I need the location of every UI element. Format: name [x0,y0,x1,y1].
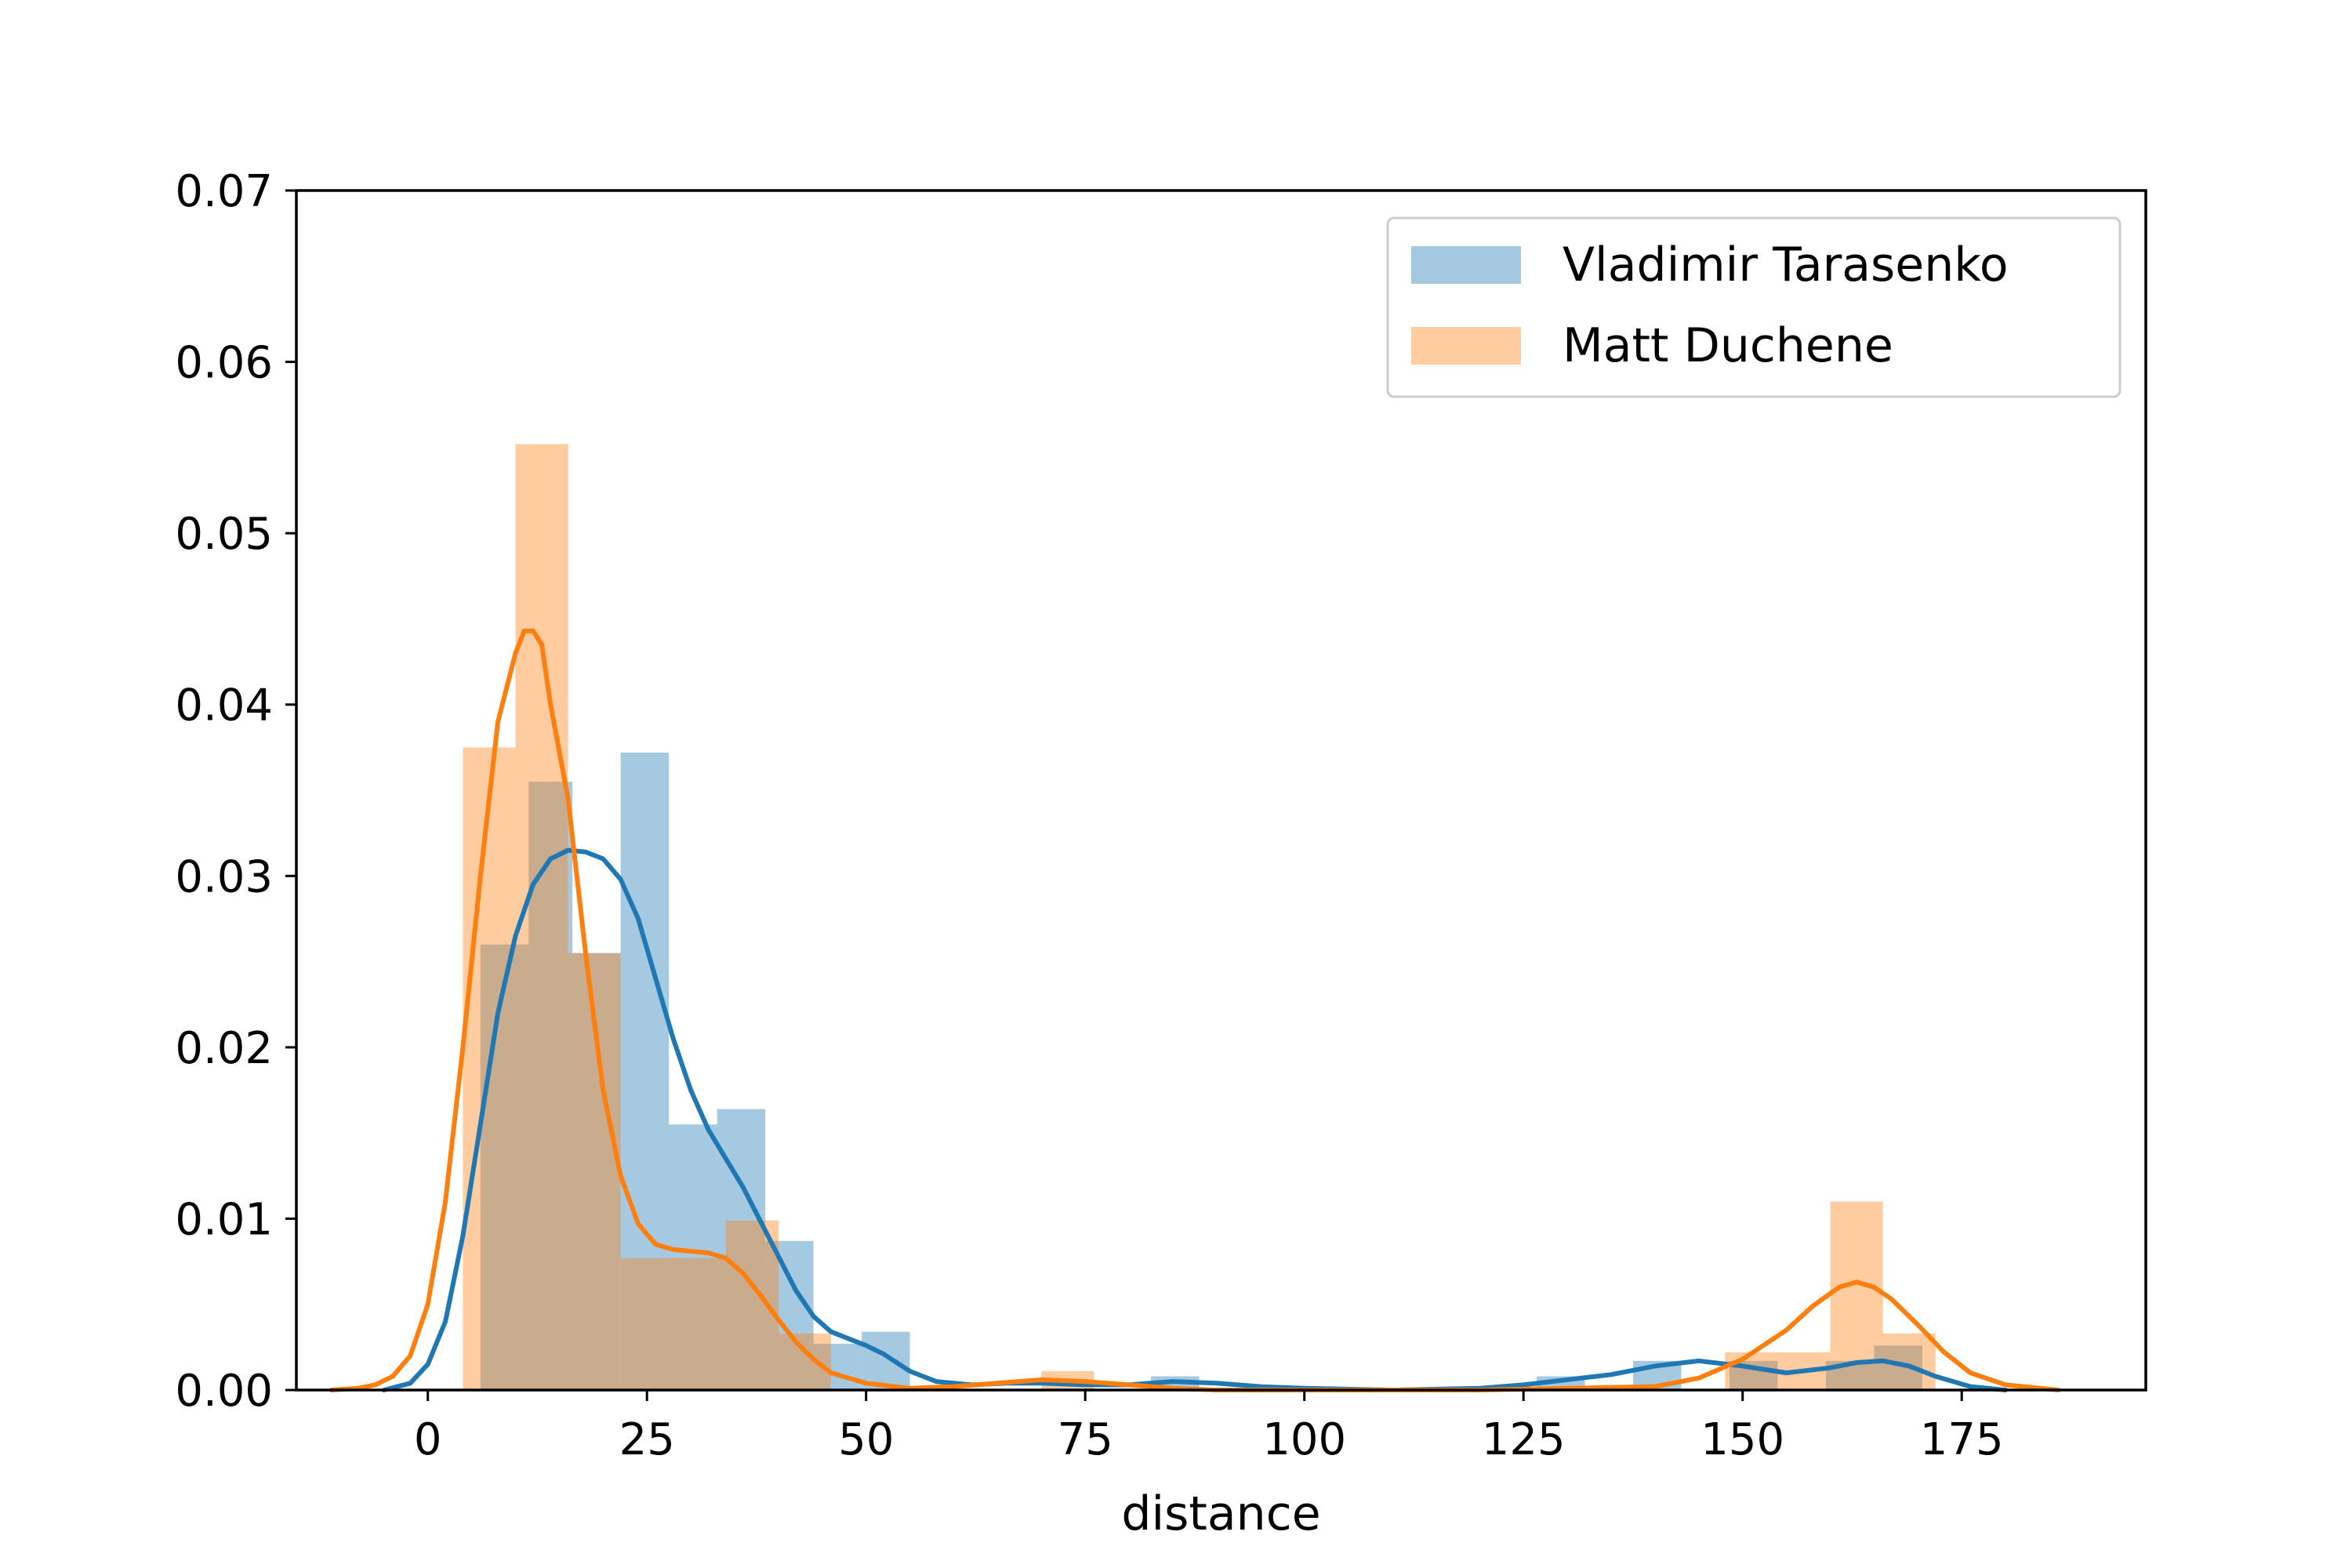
x-tick-label: 75 [1058,1414,1113,1465]
x-tick-label: 125 [1482,1414,1566,1465]
legend: Vladimir Tarasenko Matt Duchene [1386,216,2122,398]
x-tick-label: 150 [1700,1414,1784,1465]
x-tick-label: 100 [1262,1414,1346,1465]
plot-area-frame [295,189,2147,1392]
kde-line-matt-duchene [328,628,2061,1392]
y-tick-label: 0.01 [175,1194,273,1245]
x-tick-label: 25 [619,1414,675,1465]
y-axis-ticks: 0.00 0.01 0.02 0.03 0.04 0.05 0.06 0.07 [175,166,296,1417]
x-axis-ticks: 0 25 50 75 100 125 150 175 [414,1390,2004,1465]
kde-curves-layer [328,628,2061,1392]
y-tick-label: 0.03 [175,851,273,902]
x-tick-label: 50 [838,1414,894,1465]
legend-label-matt-duchene: Matt Duchene [1563,318,1893,373]
y-tick-label: 0.06 [175,338,273,389]
hist-bar-vladimir-tarasenko-0 [480,944,529,1390]
hist-bar-matt-duchene-4 [673,1258,726,1390]
y-tick-label: 0.00 [175,1366,273,1417]
x-axis-title: distance [1121,1486,1320,1541]
y-tick-label: 0.02 [175,1023,273,1074]
legend-box [1386,216,2122,398]
hist-bar-matt-duchene-10 [1830,1201,1883,1390]
legend-swatch-vladimir-tarasenko [1411,246,1521,284]
hist-bar-matt-duchene-3 [620,1258,673,1390]
y-tick-label: 0.05 [175,509,273,560]
x-tick-label: 0 [414,1414,442,1465]
y-tick-label: 0.04 [175,681,273,731]
hist-bar-vladimir-tarasenko-8 [862,1331,910,1390]
x-tick-label: 175 [1920,1414,2004,1465]
hist-bar-vladimir-tarasenko-3 [620,752,670,1390]
hist-bar-matt-duchene-6 [778,1333,831,1390]
legend-label-vladimir-tarasenko: Vladimir Tarasenko [1563,238,2009,292]
kde-line-vladimir-tarasenko [381,848,2009,1392]
legend-swatch-matt-duchene [1411,327,1521,365]
hist-bar-vladimir-tarasenko-4 [669,1124,717,1390]
y-tick-label: 0.07 [175,166,273,217]
